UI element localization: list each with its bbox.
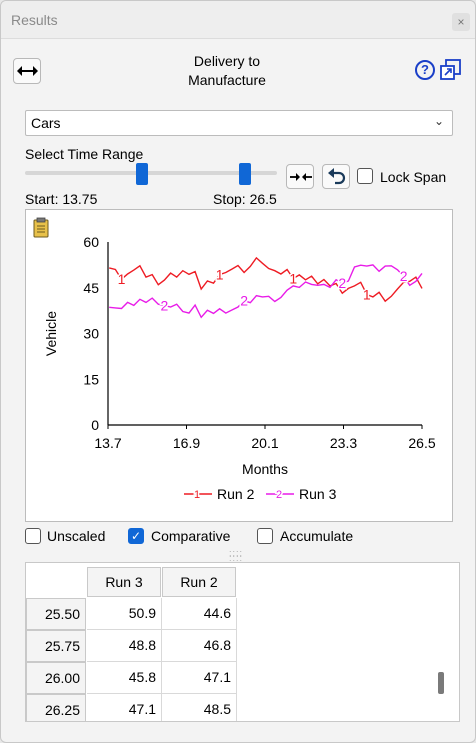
- comparative-checkbox[interactable]: ✓: [128, 528, 144, 544]
- table-cell: 45.8: [87, 662, 162, 694]
- time-range-slider[interactable]: [25, 171, 277, 175]
- title-bar[interactable]: Results ×: [1, 1, 475, 39]
- window-title: Results: [11, 12, 58, 28]
- help-icon[interactable]: ?: [415, 60, 435, 80]
- snap-range-button[interactable]: [286, 164, 314, 189]
- comparative-label: Comparative: [151, 528, 231, 544]
- undo-icon: [328, 168, 346, 185]
- x-tick-label: 13.7: [94, 435, 121, 451]
- scrollbar-thumb[interactable]: [438, 672, 444, 694]
- close-button[interactable]: ×: [452, 13, 470, 31]
- series-marker-2: 2: [161, 297, 169, 313]
- series-line-2: [109, 264, 423, 319]
- column-header-run3[interactable]: Run 3: [87, 567, 161, 597]
- table-cell: 48.8: [87, 630, 162, 662]
- y-tick-label: 45: [83, 280, 99, 296]
- horizontal-arrows-icon: [17, 66, 38, 76]
- series-marker-2: 2: [400, 268, 408, 284]
- chevron-down-icon: ⌄: [433, 114, 444, 128]
- table-row-header: 26.25: [26, 694, 86, 721]
- table-row-header: 25.75: [26, 630, 86, 662]
- variable-title-line2: Manufacture: [188, 72, 266, 88]
- reset-range-button[interactable]: [322, 164, 350, 189]
- lock-span-checkbox[interactable]: [357, 168, 373, 184]
- slider-start-handle[interactable]: [136, 163, 149, 185]
- expand-button[interactable]: [13, 58, 41, 84]
- legend-label-1: Run 2: [217, 486, 255, 502]
- series-line-1: [109, 256, 423, 303]
- dropdown-selected-value: Cars: [31, 115, 61, 131]
- stop-time-label: Stop: 26.5: [213, 191, 277, 207]
- x-axis-label: Months: [242, 461, 288, 477]
- series-marker-1: 1: [118, 271, 126, 287]
- data-table: Run 3 Run 2 25.50 50.9 44.6 25.75 48.8 4…: [25, 562, 460, 722]
- variable-title-line1: Delivery to: [193, 53, 261, 69]
- start-time-label: Start: 13.75: [25, 191, 98, 207]
- unscaled-label: Unscaled: [47, 528, 106, 544]
- table-cell: 50.9: [87, 598, 162, 630]
- series-marker-1: 1: [363, 286, 371, 302]
- chart-panel: 60 45 30 15 0 13.7 16.9 20.1 23.3 26.5 Months Vehic…: [25, 209, 453, 522]
- y-tick-label: 30: [83, 326, 99, 342]
- time-range-label: Select Time Range: [25, 146, 144, 162]
- table-scrollbar[interactable]: [434, 566, 448, 718]
- column-header-run2[interactable]: Run 2: [162, 567, 236, 597]
- table-cell: 47.1: [87, 694, 162, 721]
- series-marker-2: 2: [338, 275, 346, 291]
- y-tick-label: 15: [83, 371, 99, 387]
- legend-marker-2: 2: [276, 489, 282, 501]
- series-marker-1: 1: [289, 271, 297, 287]
- popout-icon[interactable]: [439, 58, 463, 82]
- x-tick-label: 20.1: [251, 435, 278, 451]
- lock-span-label: Lock Span: [380, 169, 447, 185]
- table-cell: 44.6: [162, 598, 237, 630]
- variable-title: Delivery to Manufacture: [127, 52, 327, 90]
- table-cell: 46.8: [162, 630, 237, 662]
- series-marker-2: 2: [240, 293, 248, 309]
- y-tick-label: 60: [83, 234, 99, 250]
- table-cell: 47.1: [162, 662, 237, 694]
- clipboard-icon[interactable]: [32, 216, 50, 238]
- table-row-header: 26.00: [26, 662, 86, 694]
- accumulate-label: Accumulate: [280, 528, 354, 544]
- x-tick-label: 16.9: [173, 435, 200, 451]
- slider-stop-handle[interactable]: [238, 163, 251, 185]
- table-row-header: 25.50: [26, 598, 86, 630]
- x-tick-label: 26.5: [408, 435, 435, 451]
- unscaled-checkbox[interactable]: [25, 528, 41, 544]
- arrows-inward-icon: [290, 173, 312, 181]
- y-tick-label: 0: [91, 417, 99, 433]
- variable-dropdown[interactable]: Cars ⌄: [25, 110, 453, 136]
- y-axis-label: Vehicle: [43, 311, 59, 356]
- legend-label-2: Run 3: [299, 486, 337, 502]
- series-marker-1: 1: [216, 267, 224, 283]
- x-tick-label: 23.3: [330, 435, 357, 451]
- accumulate-checkbox[interactable]: [257, 528, 273, 544]
- table-cell: 48.5: [162, 694, 237, 721]
- line-chart: 60 45 30 15 0 13.7 16.9 20.1 23.3 26.5 Months Vehic…: [43, 234, 436, 503]
- resize-grip[interactable]: ::::::::: [229, 548, 244, 563]
- legend-marker-1: 1: [194, 489, 200, 501]
